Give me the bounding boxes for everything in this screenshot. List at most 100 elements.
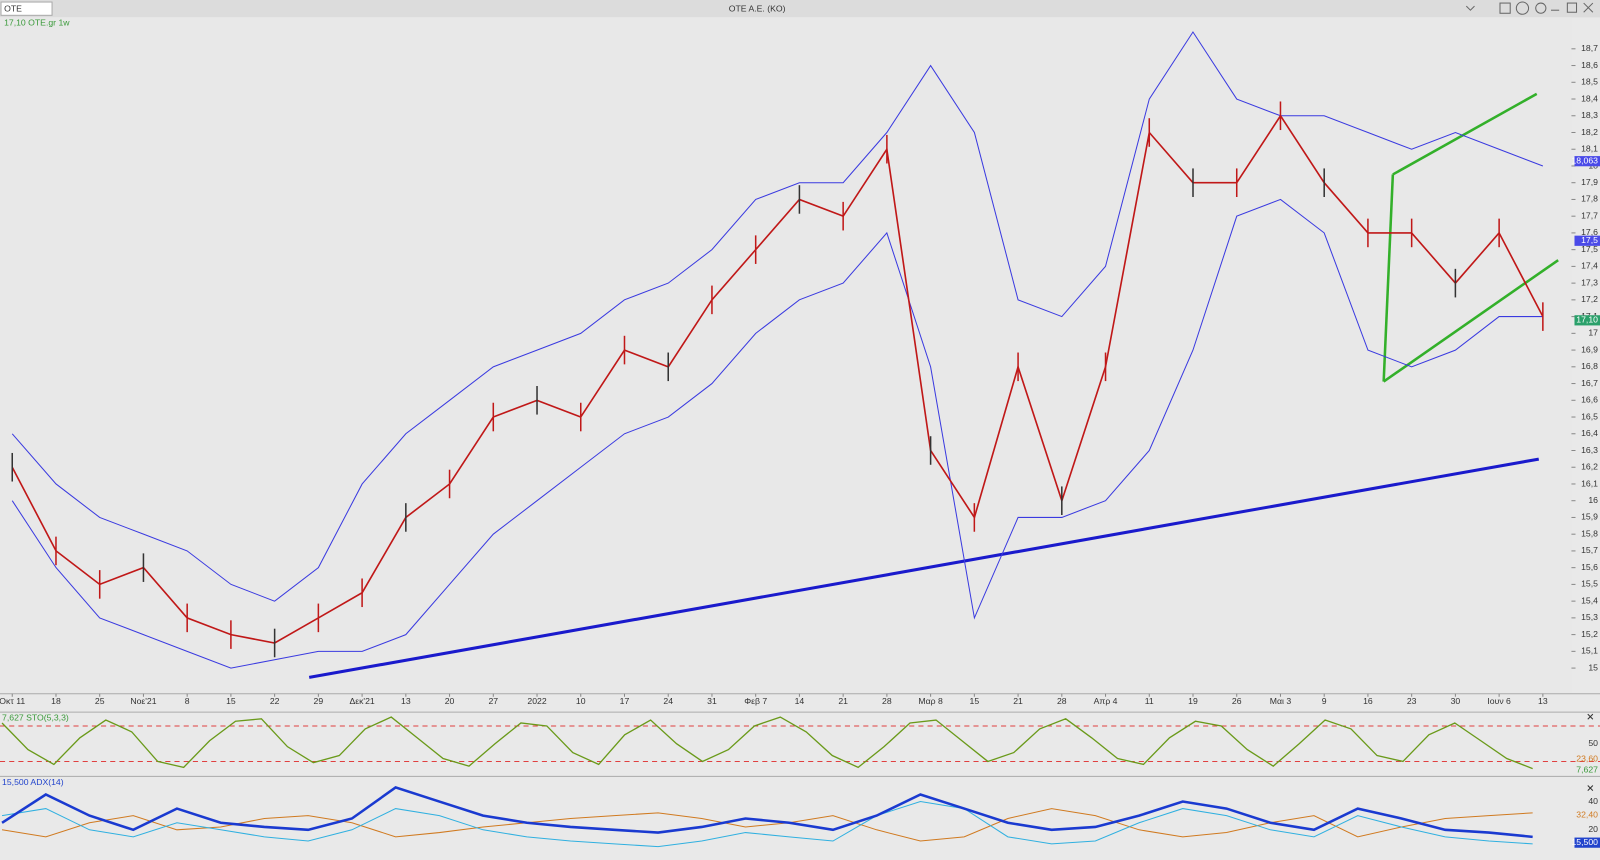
plus-di-line: [1, 808, 1533, 842]
x-tick-label: 17: [620, 696, 630, 706]
y-tick-label: 17: [1588, 328, 1598, 338]
y-tick-label: 16,8: [1581, 361, 1598, 371]
x-tick-label: 8: [185, 696, 190, 706]
x-tick-label: 25: [95, 696, 105, 706]
x-tick-label: 16: [1363, 696, 1373, 706]
x-tick-label: 31: [707, 696, 717, 706]
x-tick-label: 10: [576, 696, 586, 706]
x-tick-label: 13: [1538, 696, 1548, 706]
y-tick-label: 17,8: [1581, 194, 1598, 204]
y-tick-label: 15,3: [1581, 612, 1598, 622]
y-tick-label: 40: [1588, 796, 1598, 806]
x-tick-label: Νοε'21: [130, 696, 156, 706]
stoch-tag: 7,627: [1576, 765, 1598, 775]
adx-line: [1, 786, 1533, 839]
y-tick-label: 16,3: [1581, 445, 1598, 455]
channel: [1382, 92, 1559, 383]
x-tick-label: Ιουν 6: [1487, 696, 1511, 706]
y-tick-label: 16,1: [1581, 478, 1598, 488]
x-tick-label: 28: [1057, 696, 1067, 706]
x-tick-label: 29: [314, 696, 324, 706]
y-tick-label: 18,3: [1581, 110, 1598, 120]
y-tick-label: 16,6: [1581, 395, 1598, 405]
layout-button[interactable]: [1499, 2, 1511, 14]
x-tick-label: Μαρ 8: [918, 696, 943, 706]
y-tick-label: 17,7: [1581, 210, 1598, 220]
stoch-tag: 23,60: [1576, 753, 1598, 763]
channel-upper: [1392, 92, 1538, 176]
price-tag: [1574, 156, 1600, 167]
y-tick-label: 15,1: [1581, 646, 1598, 656]
y-tick-label: 17,5: [1581, 244, 1598, 254]
stoch-line: [1, 716, 1533, 770]
x-tick-label: Οκτ 11: [0, 696, 25, 706]
lower-band: [11, 198, 1543, 669]
x-tick-label: 23: [1407, 696, 1417, 706]
x-tick-label: 21: [1013, 696, 1023, 706]
symbol[interactable]: OTE: [4, 3, 22, 13]
x-tick-label: Φεβ 7: [744, 696, 767, 706]
channel-lower: [1382, 259, 1559, 383]
window-buttons[interactable]: [1465, 1, 1594, 15]
x-tick-label: 9: [1322, 696, 1327, 706]
x-tick-label: Δεκ'21: [349, 696, 374, 706]
symbol-box[interactable]: [0, 1, 53, 16]
adx-tag: 15,500: [1571, 837, 1598, 847]
y-tick-label: 17,4: [1581, 261, 1598, 271]
y-tick-label: 15,2: [1581, 629, 1598, 639]
channel-side: [1382, 174, 1395, 382]
close[interactable]: [1583, 2, 1594, 13]
y-tick-label: 50: [1588, 738, 1598, 748]
x-tick-label: 15: [970, 696, 980, 706]
x-tick-label: 28: [882, 696, 892, 706]
y-tick-label: 16: [1588, 495, 1598, 505]
y-tick-label: 16,4: [1581, 428, 1598, 438]
trendline: [308, 457, 1540, 679]
x-tick-label: 2022: [527, 696, 546, 706]
x-tick-label: Απρ 4: [1094, 696, 1118, 706]
adx-tag: 32,40: [1576, 809, 1598, 819]
y-tick-label: 15,4: [1581, 595, 1598, 605]
y-tick-label: 17,9: [1581, 177, 1598, 187]
x-tick-label: 21: [838, 696, 848, 706]
y-tick-label: 15: [1588, 662, 1598, 672]
y-tick-label: 16,7: [1581, 378, 1598, 388]
price-tag: [1574, 235, 1600, 246]
y-tick-label: 15,9: [1581, 512, 1598, 522]
price-legend: 17,10 OTE.gr 1w: [4, 18, 70, 28]
panel-close[interactable]: [1587, 713, 1594, 791]
price-tag-label: 18,063: [1571, 155, 1598, 165]
upper-band: [11, 31, 1544, 602]
x-tick-label: 15: [226, 696, 236, 706]
link-button[interactable]: [1515, 1, 1530, 15]
dropdown[interactable]: [1465, 5, 1475, 11]
y-tick-label: 17,6: [1581, 227, 1598, 237]
close-line: [11, 114, 1544, 644]
y-tick-label: 18,1: [1581, 144, 1598, 154]
price-panel: [0, 17, 1572, 694]
y-tick-label: 16,5: [1581, 411, 1598, 421]
y-tick-label: 18,4: [1581, 93, 1598, 103]
y-tick-label: 16,9: [1581, 344, 1598, 354]
adx-tag-box: [1574, 837, 1600, 848]
window-title: OTE A.E. (KO): [729, 3, 786, 13]
x-tick-label: 20: [445, 696, 455, 706]
adx-legend: 15,500 ADX(14): [2, 777, 64, 787]
y-tick-label: 18,2: [1581, 127, 1598, 137]
settings-button[interactable]: [1535, 2, 1547, 14]
x-tick-label: 13: [401, 696, 411, 706]
x-tick-label: Μαι 3: [1270, 696, 1292, 706]
y-tick-label: 15,7: [1581, 545, 1598, 555]
x-tick-label: 19: [1188, 696, 1198, 706]
maximize[interactable]: [1566, 2, 1578, 13]
y-tick-label: 16,2: [1581, 462, 1598, 472]
y-tick-label: 17,3: [1581, 277, 1598, 287]
y-tick-label: 20: [1588, 824, 1598, 834]
minus-di-line: [1, 801, 1533, 848]
x-tick-label: 14: [795, 696, 805, 706]
x-tick-label: 30: [1451, 696, 1461, 706]
y-tick-label: 18,5: [1581, 77, 1598, 87]
price-tag-label: 17,10: [1576, 315, 1598, 325]
y-tick-label: 15,5: [1581, 579, 1598, 589]
